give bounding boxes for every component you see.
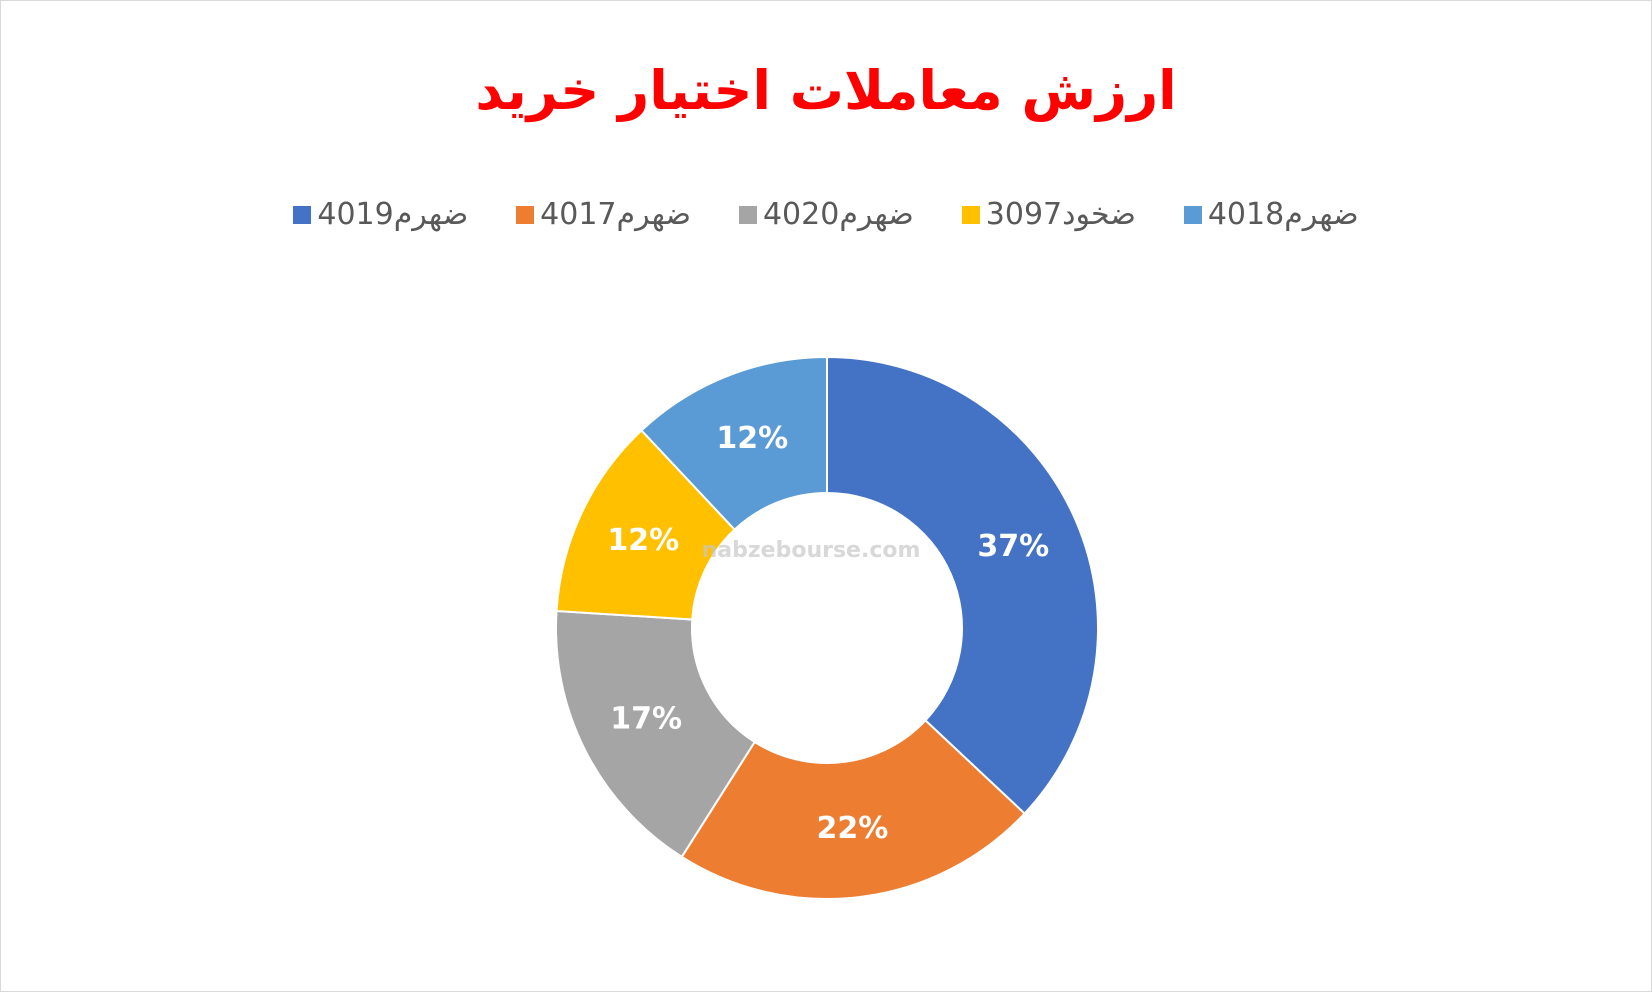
- slice: [680, 719, 1026, 900]
- legend-item: ضهرم4018: [1183, 197, 1359, 232]
- data-label: 22%: [817, 811, 889, 846]
- data-label: 12%: [716, 421, 788, 456]
- slice: [826, 355, 1099, 815]
- watermark: nabzebourse.com: [702, 538, 921, 563]
- data-label: 37%: [977, 529, 1049, 564]
- legend: ضهرم4019 ضهرم4017 ضهرم4020 ضخود3097 ضهرم4018: [1, 197, 1651, 232]
- slice: [640, 355, 828, 532]
- legend-item: ضهرم4020: [738, 197, 914, 232]
- legend-item: ضهرم4017: [516, 197, 691, 232]
- legend-swatch: [738, 205, 757, 224]
- legend-label: ضهرم4020: [762, 197, 914, 232]
- legend-label: ضهرم4017: [540, 197, 691, 232]
- legend-item: ضهرم4019: [293, 197, 468, 232]
- data-label: 17%: [610, 702, 682, 737]
- chart-title: ارزش معاملات اختیار خرید: [475, 59, 1177, 122]
- legend-item: ضخود3097: [961, 197, 1136, 232]
- legend-swatch: [293, 205, 312, 224]
- legend-label: ضهرم4019: [317, 197, 469, 232]
- legend-label: ضخود3097: [985, 197, 1136, 232]
- legend-swatch: [516, 205, 535, 224]
- slices: [555, 355, 1099, 900]
- legend-label: ضهرم4018: [1207, 197, 1359, 232]
- data-label: 12%: [607, 523, 679, 558]
- legend-swatch: [1183, 205, 1202, 224]
- legend-swatch: [961, 205, 980, 224]
- slice: [555, 609, 757, 859]
